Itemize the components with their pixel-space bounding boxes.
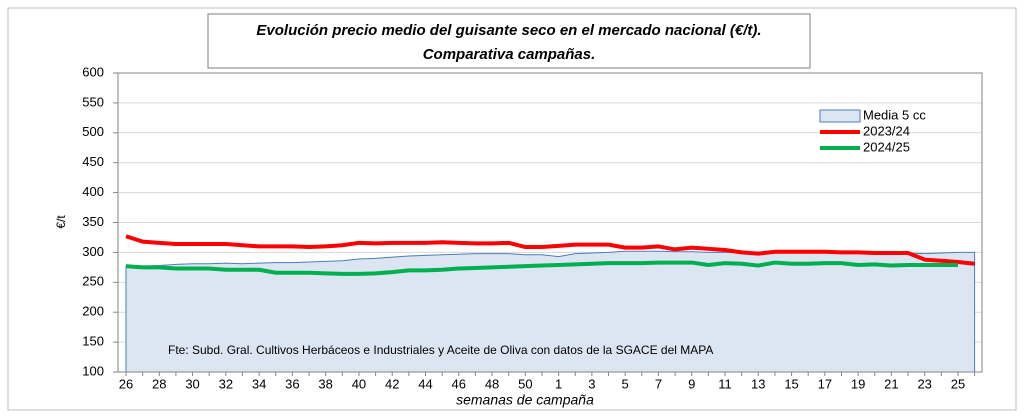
- x-tick-label: 42: [385, 376, 399, 391]
- x-tick-label: 15: [784, 376, 798, 391]
- x-tick-label: 9: [688, 376, 695, 391]
- y-tick-label: 400: [82, 184, 104, 199]
- plot-border: [117, 72, 983, 373]
- x-tick-label: 1: [555, 376, 562, 391]
- line: [125, 260, 958, 276]
- y-tick-label: 250: [82, 274, 104, 289]
- x-tick-label: 30: [185, 376, 199, 391]
- legend-label: Media 5 cc: [863, 107, 926, 122]
- y-tick-label: 150: [82, 334, 104, 349]
- x-tick-label: 32: [219, 376, 233, 391]
- y-tick-label: 550: [82, 94, 104, 109]
- x-tick-label: 34: [252, 376, 266, 391]
- chart-title: Evolución precio medio del guisante seco…: [256, 22, 761, 39]
- legend-label: 2023/24: [863, 123, 910, 138]
- x-axis-label: semanas de campaña: [456, 392, 594, 408]
- y-tick-label: 500: [82, 124, 104, 139]
- y-tick-label: 600: [82, 64, 104, 79]
- legend-label: 2024/25: [863, 139, 910, 154]
- x-tick-label: 28: [152, 376, 166, 391]
- x-tick-label: 13: [751, 376, 765, 391]
- line: [125, 234, 975, 266]
- annotation: Fte: Subd. Gral. Cultivos Herbáceos e In…: [168, 343, 713, 357]
- legend-swatch: [819, 109, 861, 123]
- x-tick-label: 11: [718, 376, 732, 391]
- x-tick-label: 48: [485, 376, 499, 391]
- x-tick-label: 46: [452, 376, 466, 391]
- x-tick-label: 23: [917, 376, 931, 391]
- chart-title: Comparativa campañas.: [423, 46, 596, 63]
- x-tick-label: 5: [622, 376, 629, 391]
- x-tick-label: 40: [352, 376, 366, 391]
- x-tick-label: 36: [285, 376, 299, 391]
- x-tick-label: 7: [655, 376, 662, 391]
- x-tick-label: 44: [418, 376, 432, 391]
- y-tick-label: 200: [82, 304, 104, 319]
- x-tick-label: 26: [119, 376, 133, 391]
- x-tick-label: 3: [588, 376, 595, 391]
- title-box: [207, 13, 811, 69]
- y-tick-label: 450: [82, 154, 104, 169]
- x-tick-label: 21: [884, 376, 898, 391]
- y-tick-label: 300: [82, 244, 104, 259]
- y-tick-label: 100: [82, 363, 104, 378]
- x-tick-label: 25: [951, 376, 965, 391]
- x-tick-label: 19: [851, 376, 865, 391]
- x-tick-label: 50: [518, 376, 532, 391]
- x-tick-label: 17: [818, 376, 832, 391]
- x-tick-label: 38: [318, 376, 332, 391]
- frame: [7, 7, 1017, 411]
- y-tick-label: 350: [82, 214, 104, 229]
- y-axis-label: €/t: [54, 215, 68, 229]
